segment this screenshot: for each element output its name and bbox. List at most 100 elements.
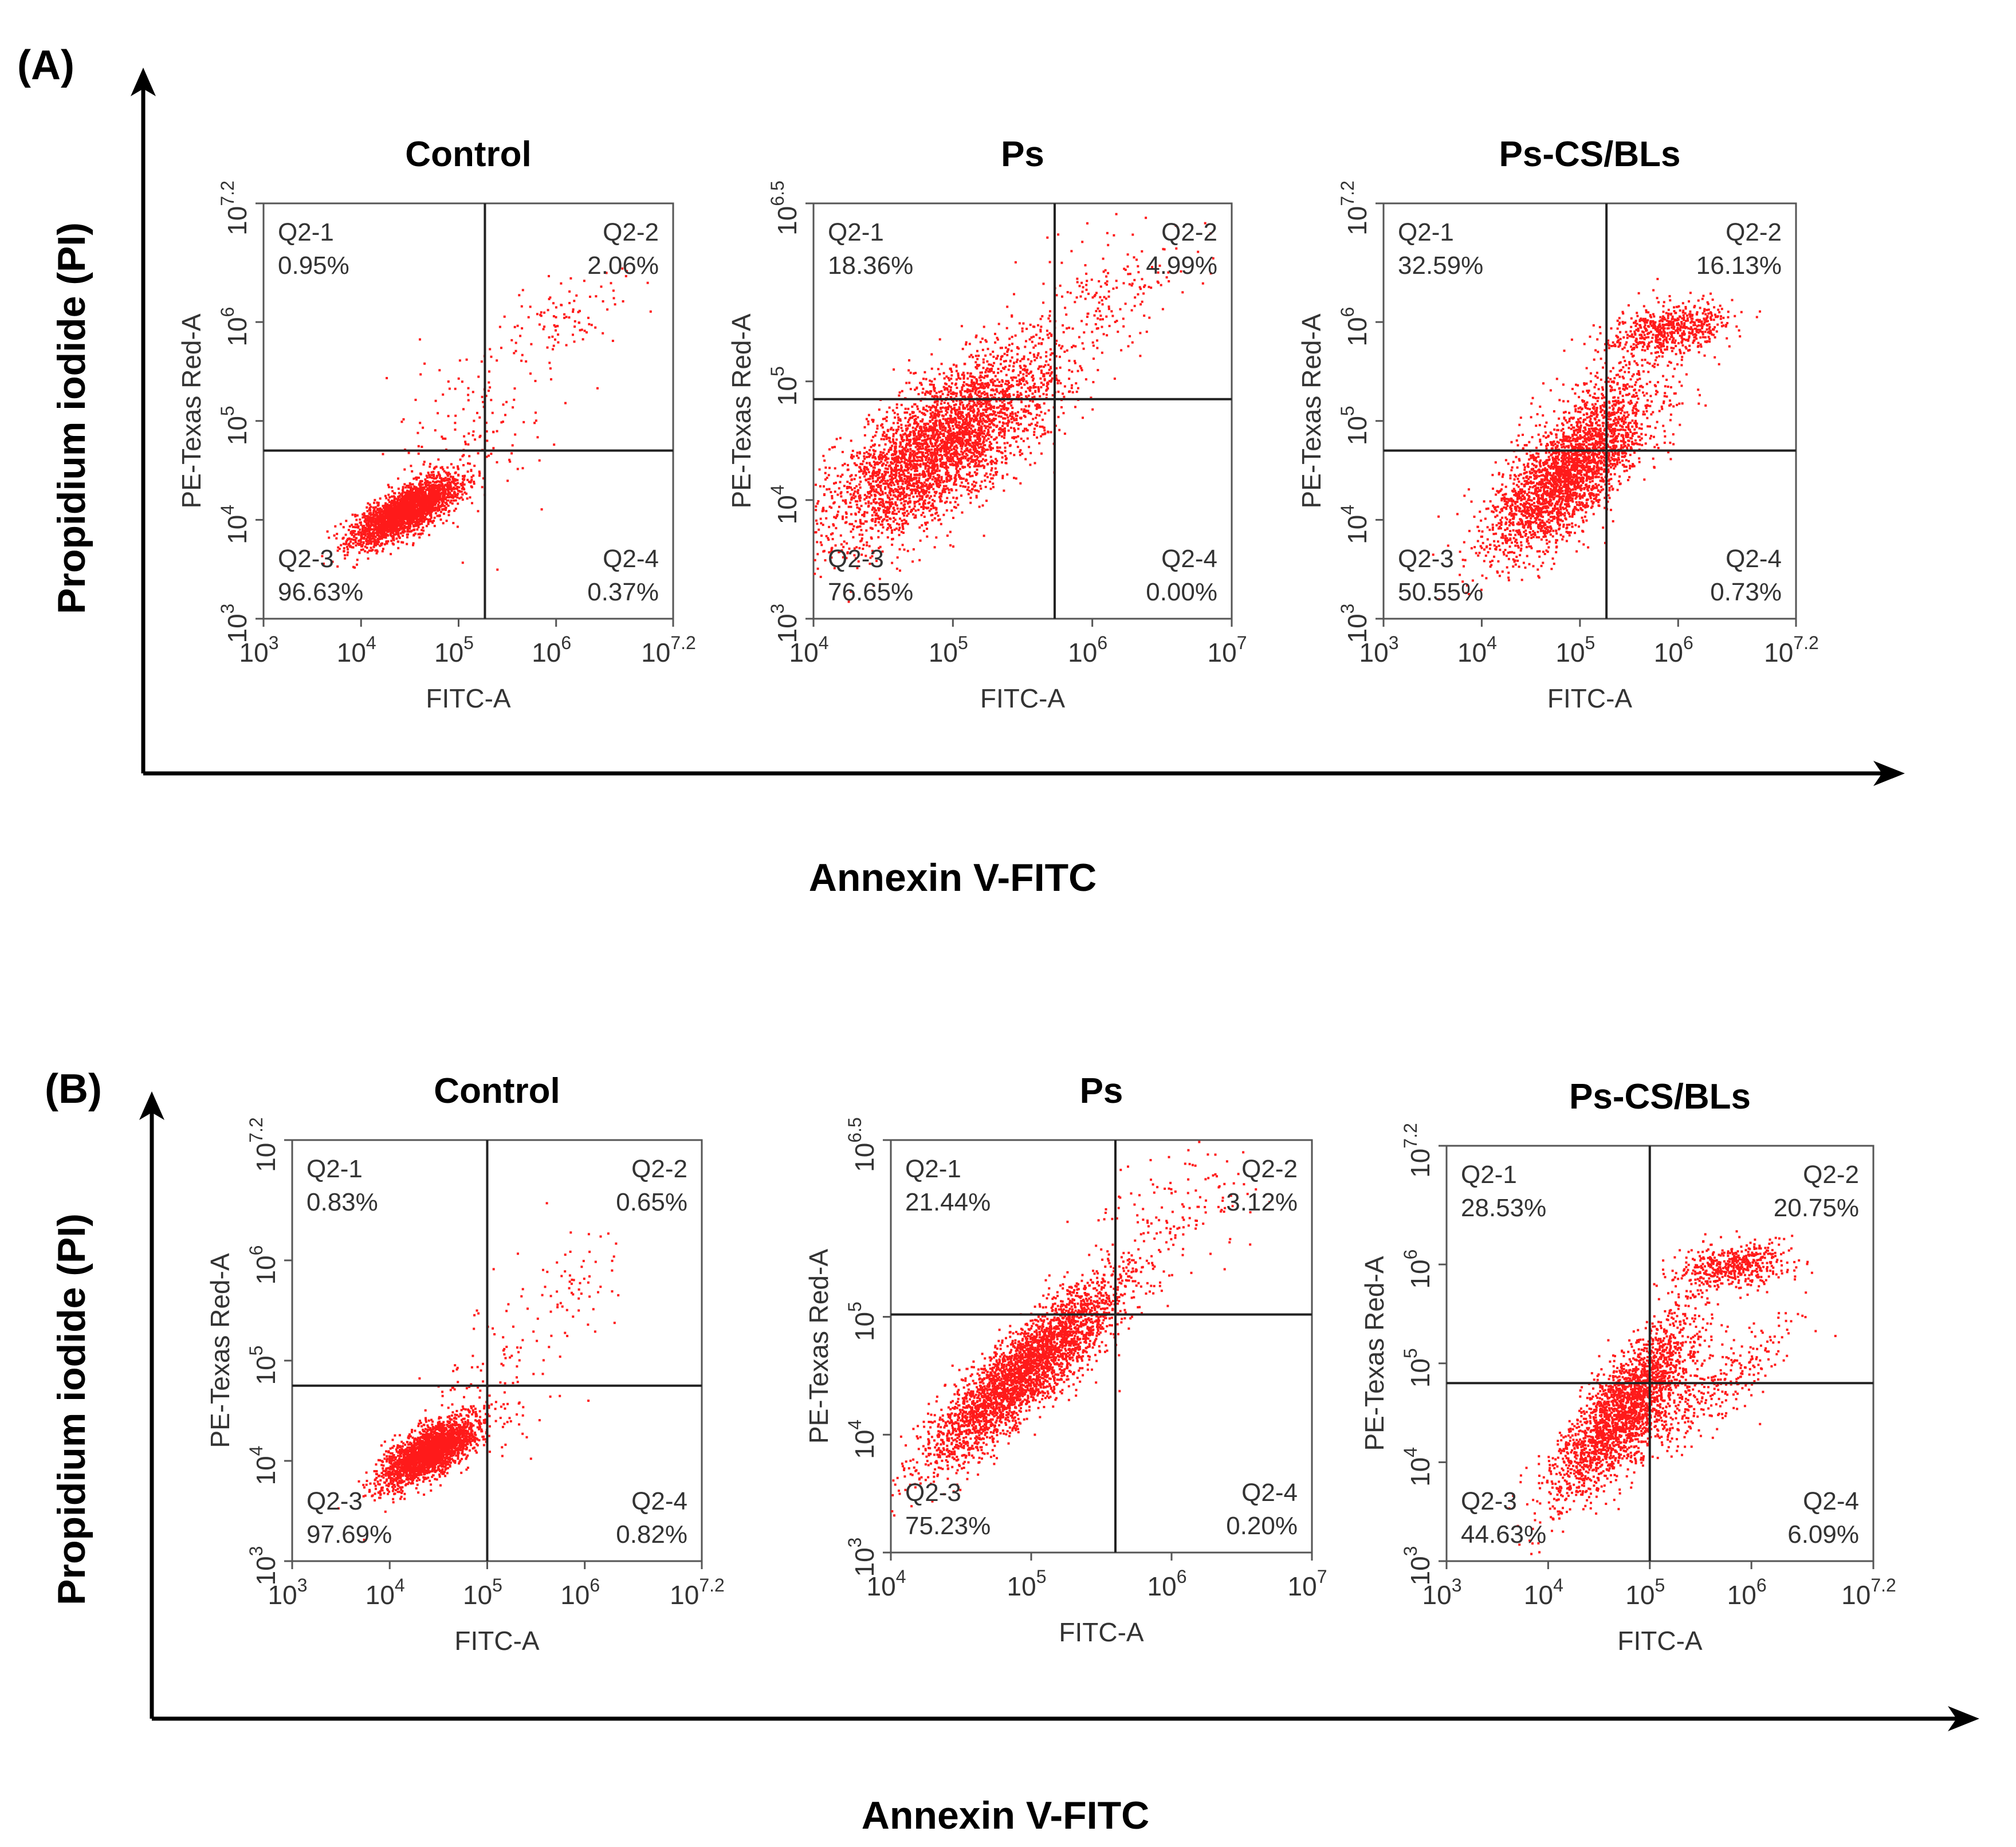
plot-events (337, 1202, 620, 1541)
quadrant-percent: 4.99% (1146, 251, 1217, 280)
plot-title: Ps (1001, 135, 1044, 174)
quadrant-id: Q2-1 (306, 1155, 363, 1183)
quadrant-percent: 18.36% (828, 251, 913, 280)
quadrant-percent: 2.06% (587, 251, 659, 280)
quadrant-q2-2: Q2-2 16.13% (1696, 218, 1782, 280)
quadrant-percent: 0.73% (1710, 578, 1782, 606)
quadrant-percent: 0.65% (616, 1188, 687, 1216)
quadrant-q2-4: Q2-4 0.20% (1226, 1479, 1298, 1540)
quadrant-id: Q2-4 (1803, 1487, 1859, 1515)
quadrant-q2-4: Q2-4 6.09% (1787, 1487, 1859, 1549)
event-cluster-2 (500, 267, 652, 356)
y-tick-label: 106 (246, 1245, 281, 1285)
x-axis-label: FITC-A (1059, 1617, 1144, 1647)
y-axis-label: PE-Texas Red-A (726, 313, 756, 508)
quadrant-q2-3: Q2-3 75.23% (905, 1479, 991, 1540)
panel-b-label: (B) (45, 1066, 102, 1112)
plot-events (307, 267, 652, 571)
event-dots (891, 1225, 1181, 1517)
quadrant-percent: 75.23% (905, 1512, 991, 1540)
y-axis-label: PE-Texas Red-A (1359, 1256, 1389, 1451)
y-tick-label: 107.2 (246, 1117, 281, 1172)
quadrant-q2-1: Q2-1 0.83% (306, 1155, 378, 1216)
x-tick-label: 107.2 (1841, 1575, 1896, 1610)
panel-a-y-title: Propidium iodide (PI) (50, 222, 93, 614)
x-tick-label: 103 (1422, 1575, 1462, 1610)
y-tick-label: 106.5 (844, 1117, 879, 1172)
quadrant-id: Q2-3 (1398, 545, 1454, 573)
quadrant-q2-1: Q2-1 0.95% (278, 218, 349, 280)
flow-plot-b-2: Ps Q2-1 21.44% Q2-2 3.12% Q2-3 75.23% Q2-4 0.20%… (804, 1071, 1327, 1647)
y-tick-label: 107.2 (1337, 180, 1372, 235)
y-tick-label: 105 (1337, 406, 1372, 445)
quadrant-q2-2: Q2-2 4.99% (1146, 218, 1217, 280)
y-tick-label: 106.5 (767, 180, 802, 235)
plot-frame (1382, 202, 1797, 620)
plot-title: Ps (1080, 1071, 1123, 1111)
quadrant-q2-1: Q2-1 21.44% (905, 1155, 991, 1216)
x-tick-label: 106 (1727, 1575, 1767, 1610)
quadrant-id: Q2-1 (905, 1155, 961, 1183)
panel-b: (B) Propidium iodide (PI) Annexin V-FITC (45, 1066, 1979, 1837)
x-tick-label: 106 (560, 1575, 600, 1610)
quadrant-id: Q2-4 (1726, 545, 1782, 573)
y-tick-label: 105 (844, 1302, 879, 1341)
quadrant-q2-3: Q2-3 97.69% (306, 1487, 392, 1549)
y-tick-label: 103 (1337, 604, 1372, 643)
quadrant-percent: 6.09% (1787, 1520, 1859, 1549)
quadrant-percent: 97.69% (306, 1520, 392, 1549)
quadrant-q2-3: Q2-3 76.65% (828, 545, 913, 606)
quadrant-id: Q2-4 (1241, 1479, 1298, 1507)
quadrant-percent: 3.12% (1226, 1188, 1298, 1216)
event-cluster-1 (814, 286, 1141, 603)
y-axis-label: PE-Texas Red-A (205, 1253, 235, 1448)
x-tick-label: 107.2 (670, 1575, 725, 1610)
panel-b-x-title: Annexin V-FITC (862, 1794, 1149, 1837)
y-tick-label: 106 (1400, 1249, 1435, 1289)
quadrant-id: Q2-3 (905, 1479, 961, 1507)
flow-plots: Control Q2-1 0.95% Q2-2 2.06% Q2-3 96.63% Q2-4 0… (176, 135, 1896, 1656)
quadrant-q2-2: Q2-2 0.65% (616, 1155, 687, 1216)
y-tick-label: 103 (844, 1538, 879, 1577)
y-tick-label: 103 (1400, 1546, 1435, 1586)
quadrant-percent: 0.37% (587, 578, 659, 606)
quadrant-percent: 28.53% (1461, 1194, 1546, 1222)
x-tick-label: 106 (1068, 632, 1107, 667)
x-tick-label: 106 (532, 632, 571, 667)
quadrant-q2-2: Q2-2 3.12% (1226, 1155, 1298, 1216)
panel-b-y-title: Propidium iodide (PI) (50, 1213, 93, 1605)
plot-title: Control (434, 1071, 560, 1111)
quadrant-percent: 44.63% (1461, 1520, 1546, 1549)
event-dots (1508, 1257, 1762, 1555)
quadrant-q2-1: Q2-1 28.53% (1461, 1161, 1546, 1222)
x-axis-label: FITC-A (1617, 1626, 1703, 1656)
quadrant-id: Q2-3 (1461, 1487, 1517, 1515)
event-dots (337, 1394, 518, 1513)
quadrant-percent: 96.63% (278, 578, 363, 606)
y-tick-label: 104 (217, 505, 252, 544)
y-axis-label: PE-Texas Red-A (804, 1249, 834, 1444)
quadrant-percent: 50.55% (1398, 578, 1483, 606)
panel-a-label: (A) (17, 42, 74, 88)
x-tick-label: 106 (1147, 1566, 1187, 1601)
y-tick-label: 105 (217, 406, 252, 445)
x-tick-label: 104 (789, 632, 829, 667)
quadrant-q2-2: Q2-2 20.75% (1774, 1161, 1859, 1222)
quadrant-percent: 32.59% (1398, 251, 1483, 280)
panel-b-x-arrowhead (1948, 1706, 1979, 1731)
x-tick-label: 103 (268, 1575, 308, 1610)
y-tick-label: 104 (246, 1446, 281, 1486)
quadrant-percent: 0.20% (1226, 1512, 1298, 1540)
y-axis-label: PE-Texas Red-A (1296, 313, 1326, 508)
panel-b-y-arrowhead (139, 1091, 164, 1120)
plot-events (1508, 1230, 1837, 1555)
y-tick-label: 105 (1400, 1348, 1435, 1388)
y-tick-label: 104 (767, 485, 802, 524)
event-dots (1653, 1230, 1813, 1299)
x-tick-label: 105 (1625, 1575, 1665, 1610)
quadrant-percent: 16.13% (1696, 251, 1782, 280)
y-tick-label: 103 (767, 604, 802, 643)
y-axis-label: PE-Texas Red-A (176, 313, 206, 508)
quadrant-id: Q2-2 (1726, 218, 1782, 246)
